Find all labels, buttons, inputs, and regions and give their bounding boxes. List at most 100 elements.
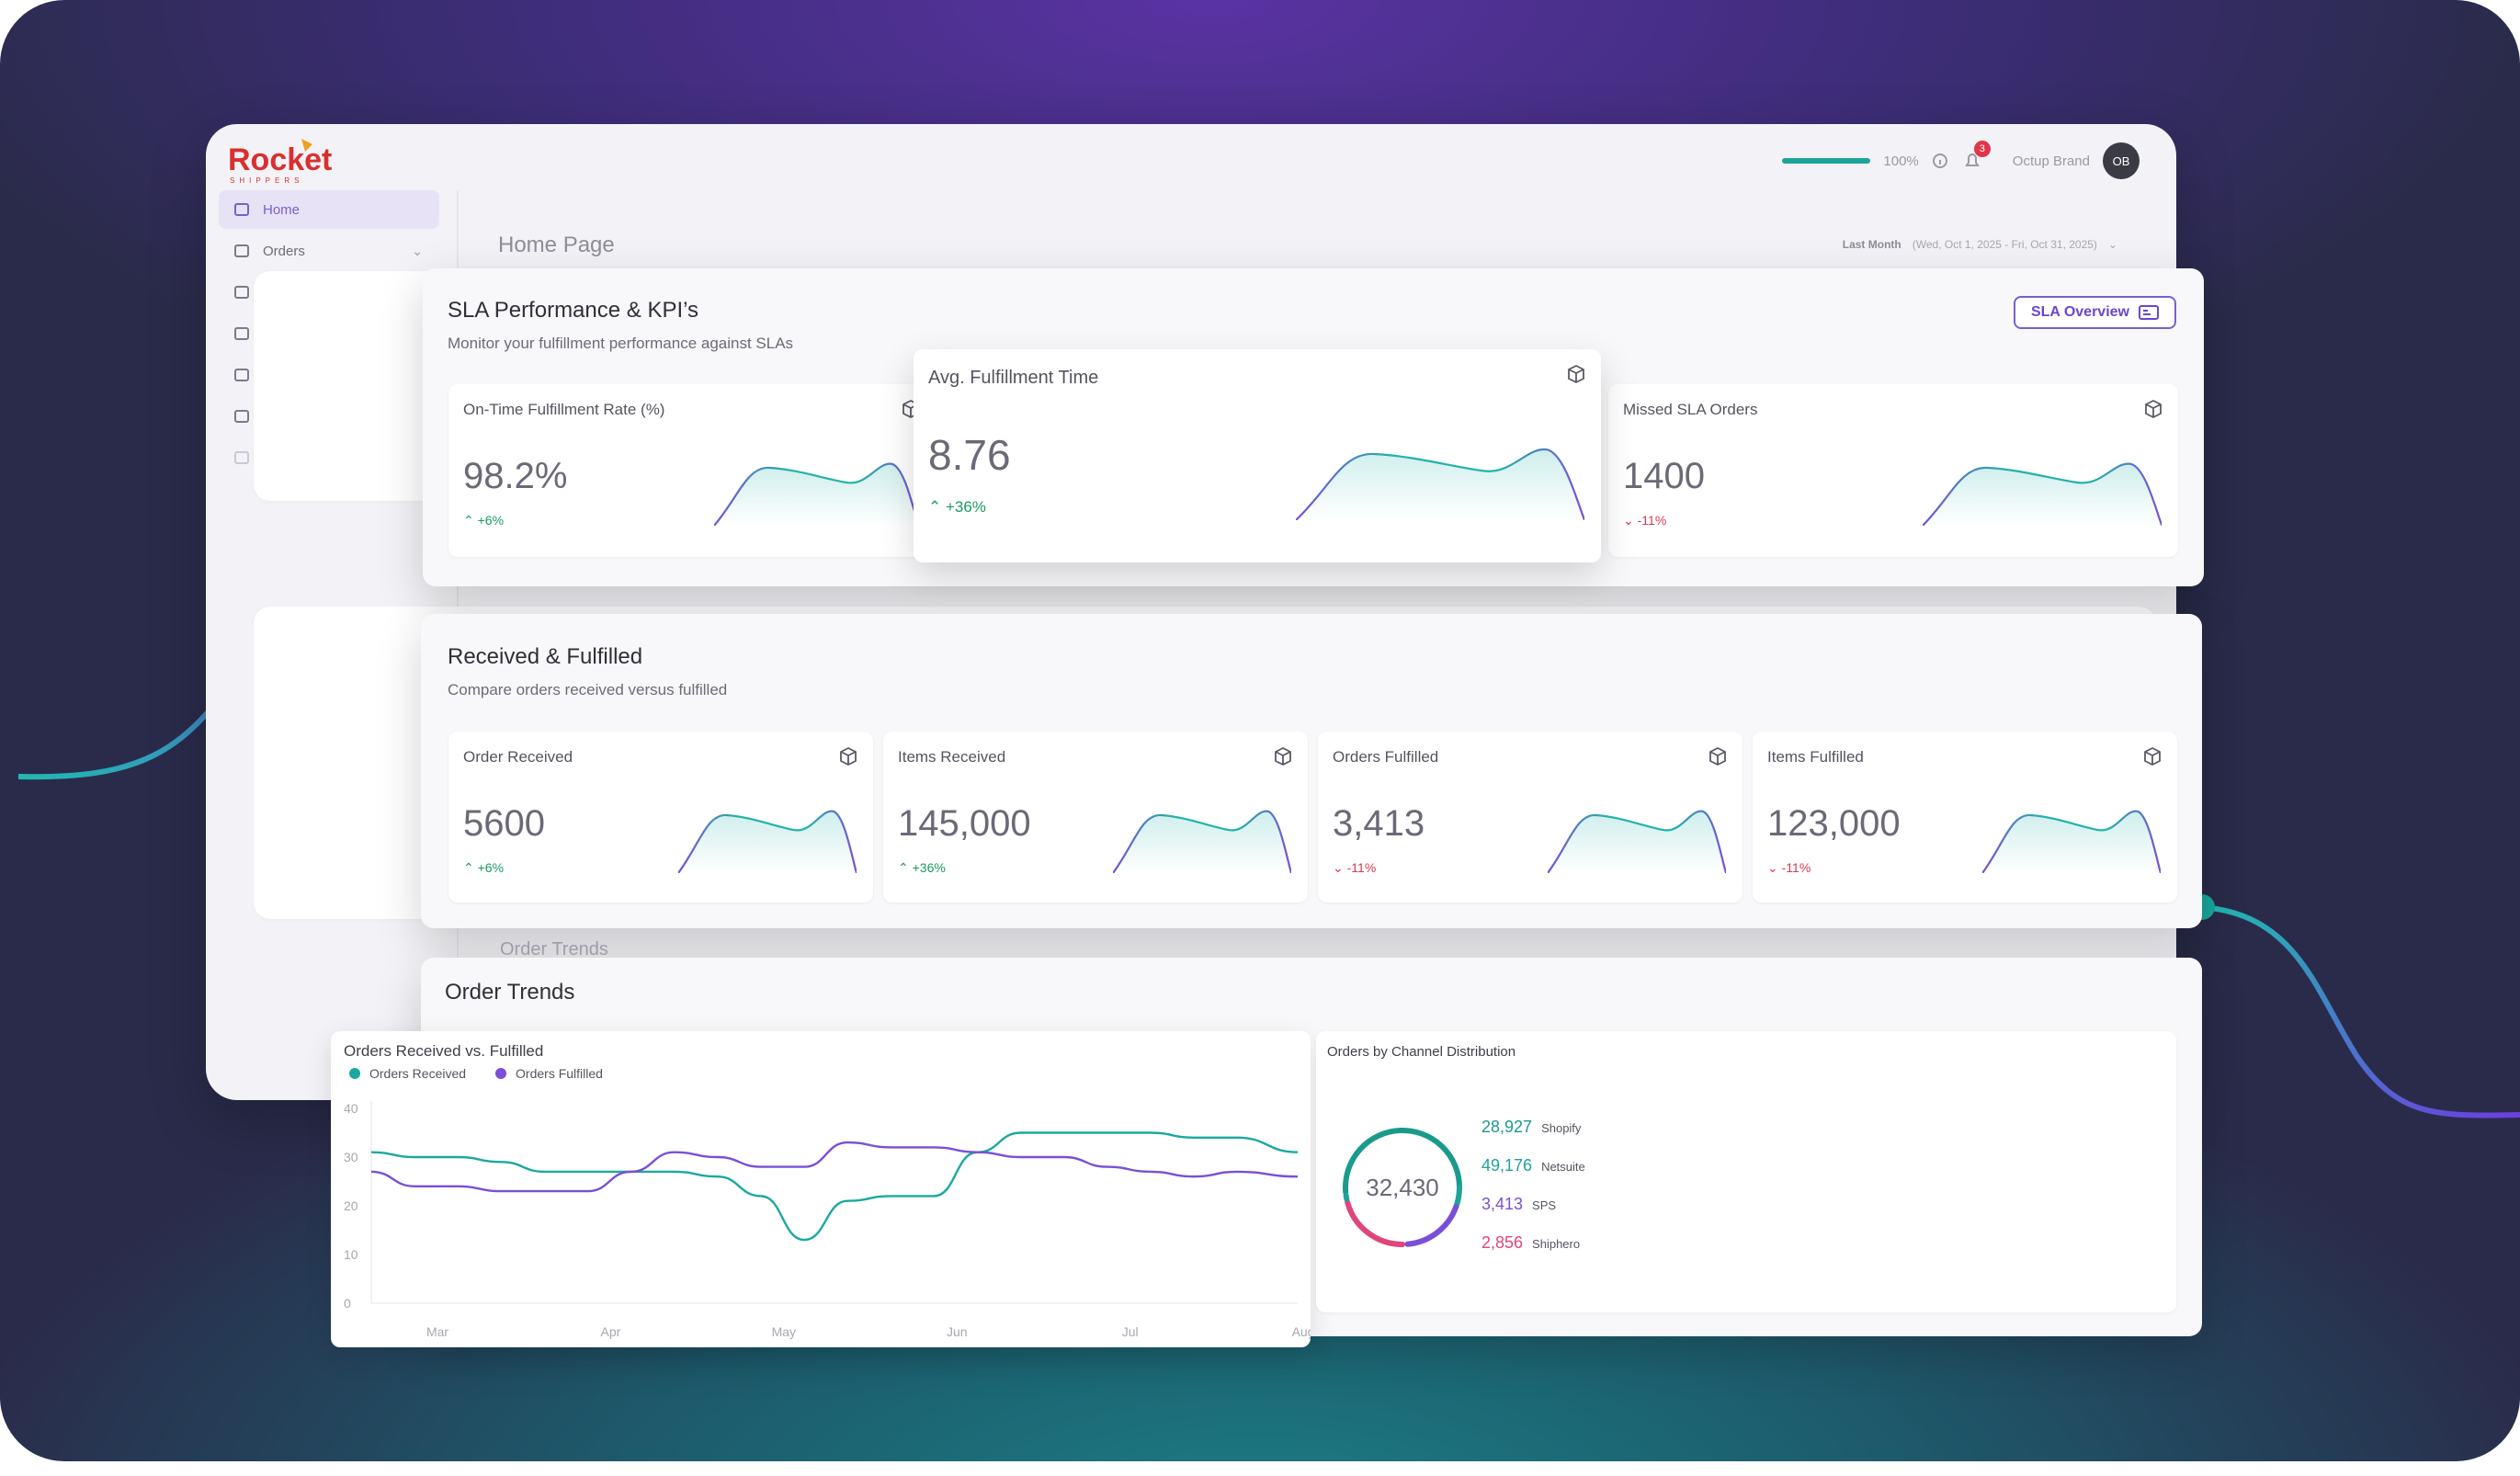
- kpi-delta-value: -11%: [1781, 860, 1811, 875]
- legend-item-fulfilled[interactable]: Orders Fulfilled: [495, 1066, 603, 1081]
- cube-icon[interactable]: [1273, 746, 1293, 766]
- kpi-card[interactable]: Avg. Fulfillment Time 8.76 ⌃ +36%: [914, 349, 1601, 562]
- x-tick-label: Jun: [947, 1324, 968, 1339]
- cube-icon[interactable]: [1708, 746, 1728, 766]
- billing-icon: [234, 410, 249, 423]
- trend-up-icon: ⌃: [463, 860, 478, 875]
- kpi-card[interactable]: Orders Fulfilled 3,413 ⌄ -11%: [1318, 732, 1742, 903]
- sla-overview-label: SLA Overview: [2030, 304, 2129, 320]
- trend-down-icon: ⌄: [1767, 860, 1782, 875]
- trend-down-icon: ⌄: [1623, 513, 1638, 528]
- donut-segment: [1343, 1192, 1350, 1202]
- donut-chart-title: Orders by Channel Distribution: [1327, 1044, 1516, 1060]
- line-chart-plot: 0 10 20 30 40 Mar Apr May Jun Jul Aug: [344, 1101, 1311, 1339]
- series-line-orders-received: [370, 1131, 1299, 1242]
- kpi-card[interactable]: Items Fulfilled 123,000 ⌄ -11%: [1753, 732, 2177, 903]
- legend-label-fulfilled: Orders Fulfilled: [516, 1066, 603, 1081]
- account-name[interactable]: Octup Brand: [2012, 153, 2090, 169]
- cube-icon[interactable]: [2142, 746, 2162, 766]
- line-chart-legend: Orders Received Orders Fulfilled: [349, 1066, 603, 1081]
- sidebar-item-suffix: ⌄: [412, 243, 423, 258]
- sla-title: SLA Performance & KPI’s: [448, 298, 699, 323]
- channel-row-sps: 3,413 SPS: [1481, 1195, 1556, 1214]
- kpi-value: 145,000: [898, 803, 1031, 844]
- avatar[interactable]: OB: [2103, 142, 2140, 179]
- donut-segment: [1343, 1128, 1462, 1196]
- chevron-down-icon: ⌄: [2107, 238, 2117, 251]
- sidebar-item-label: Home: [263, 201, 301, 218]
- kpi-sparkline: [1547, 810, 1726, 873]
- sidebar-item-orders[interactable]: Orders ⌄: [219, 232, 439, 270]
- notification-bell[interactable]: 3: [1961, 141, 1991, 172]
- kpi-delta-value: +6%: [477, 860, 505, 875]
- date-label: Last Month: [1842, 238, 1901, 251]
- order-trends-ghost-title: Order Trends: [500, 939, 608, 959]
- legend-dot-fulfilled: [495, 1068, 507, 1079]
- series-line-orders-fulfilled: [370, 1141, 1299, 1193]
- sidebar-item-home[interactable]: Home: [219, 190, 439, 229]
- cube-icon[interactable]: [1566, 364, 1586, 384]
- channel-row-shiphero: 2,856 Shiphero: [1481, 1233, 1580, 1253]
- channel-value: 2,856: [1481, 1233, 1524, 1252]
- channel-row-shopify: 28,927 Shopify: [1481, 1118, 1581, 1137]
- kpi-card[interactable]: On-Time Fulfillment Rate (%) 98.2% ⌃ +6%: [448, 384, 936, 557]
- trend-up-icon: ⌃: [463, 513, 478, 528]
- kpi-delta: ⌃ +6%: [463, 860, 504, 876]
- kpi-value: 98.2%: [463, 456, 568, 496]
- received-title: Received & Fulfilled: [448, 644, 643, 669]
- sla-subtitle: Monitor your fulfillment performance aga…: [448, 335, 794, 352]
- kpi-delta: ⌃ +36%: [928, 498, 986, 517]
- kpi-delta-value: +36%: [912, 860, 946, 875]
- legend-label-received: Orders Received: [369, 1066, 467, 1081]
- x-tick-label: Jul: [1122, 1324, 1139, 1339]
- cube-icon[interactable]: [838, 746, 858, 766]
- page-title: Home Page: [498, 233, 615, 257]
- channel-name: Netsuite: [1541, 1160, 1585, 1174]
- kpi-delta-value: -11%: [1637, 513, 1667, 528]
- x-tick-label: Aug: [1292, 1324, 1311, 1339]
- kpi-value: 5600: [463, 803, 545, 844]
- date-range-picker[interactable]: Last Month (Wed, Oct 1, 2025 - Fri, Oct …: [1843, 238, 2117, 251]
- kpi-card[interactable]: Order Received 5600 ⌃ +6%: [448, 732, 873, 903]
- dashboard-icon: [2139, 305, 2159, 320]
- trend-up-icon: ⌃: [898, 860, 913, 875]
- bell-icon: [1964, 153, 1980, 166]
- received-subtitle: Compare orders received versus fulfilled: [448, 681, 728, 698]
- kpi-label: Orders Fulfilled: [1333, 748, 1439, 766]
- kpi-card[interactable]: Missed SLA Orders 1400 ⌄ -11%: [1608, 384, 2178, 557]
- legend-item-received[interactable]: Orders Received: [349, 1066, 466, 1081]
- brand-logo[interactable]: Rocket SHIPPERS: [224, 135, 380, 187]
- kpi-sparkline: [1981, 810, 2161, 873]
- y-tick-label: 0: [344, 1296, 351, 1311]
- donut-chart: 32,430: [1343, 1128, 1462, 1247]
- kpi-label: On-Time Fulfillment Rate (%): [463, 401, 665, 418]
- line-chart-card: Orders Received vs. Fulfilled Orders Rec…: [331, 1031, 1311, 1347]
- y-tick-label: 40: [344, 1101, 358, 1116]
- kpi-card[interactable]: Items Received 145,000 ⌃ +36%: [883, 732, 1308, 903]
- marketing-icon: [234, 286, 249, 299]
- sla-overview-button[interactable]: SLA Overview: [2014, 296, 2176, 329]
- info-icon[interactable]: [1932, 153, 1948, 169]
- kpi-delta: ⌃ +6%: [463, 513, 504, 528]
- channel-row-netsuite: 49,176 Netsuite: [1481, 1156, 1585, 1175]
- kpi-value: 8.76: [928, 431, 1011, 479]
- orders-icon: [234, 244, 249, 257]
- channel-name: SPS: [1532, 1198, 1557, 1212]
- cube-icon[interactable]: [2143, 399, 2163, 419]
- kpi-label: Items Fulfilled: [1767, 748, 1864, 766]
- kpi-sparkline: [1295, 448, 1584, 520]
- donut-segment: [1453, 1185, 1462, 1210]
- kpi-label: Order Received: [463, 748, 573, 766]
- channel-name: Shopify: [1541, 1121, 1582, 1135]
- donut-segment: [1345, 1199, 1405, 1247]
- legend-dot-received: [349, 1068, 360, 1079]
- sidebar-item-label: Orders: [263, 243, 305, 259]
- kpi-label: Missed SLA Orders: [1623, 401, 1758, 418]
- ask-icon: [234, 451, 249, 464]
- kpi-delta-value: +36%: [945, 498, 986, 516]
- channel-name: Shiphero: [1532, 1237, 1581, 1251]
- notification-badge: 3: [1973, 141, 1991, 157]
- date-range-text: (Wed, Oct 1, 2025 - Fri, Oct 31, 2025): [1912, 238, 2097, 251]
- kpi-delta: ⌄ -11%: [1767, 860, 1811, 876]
